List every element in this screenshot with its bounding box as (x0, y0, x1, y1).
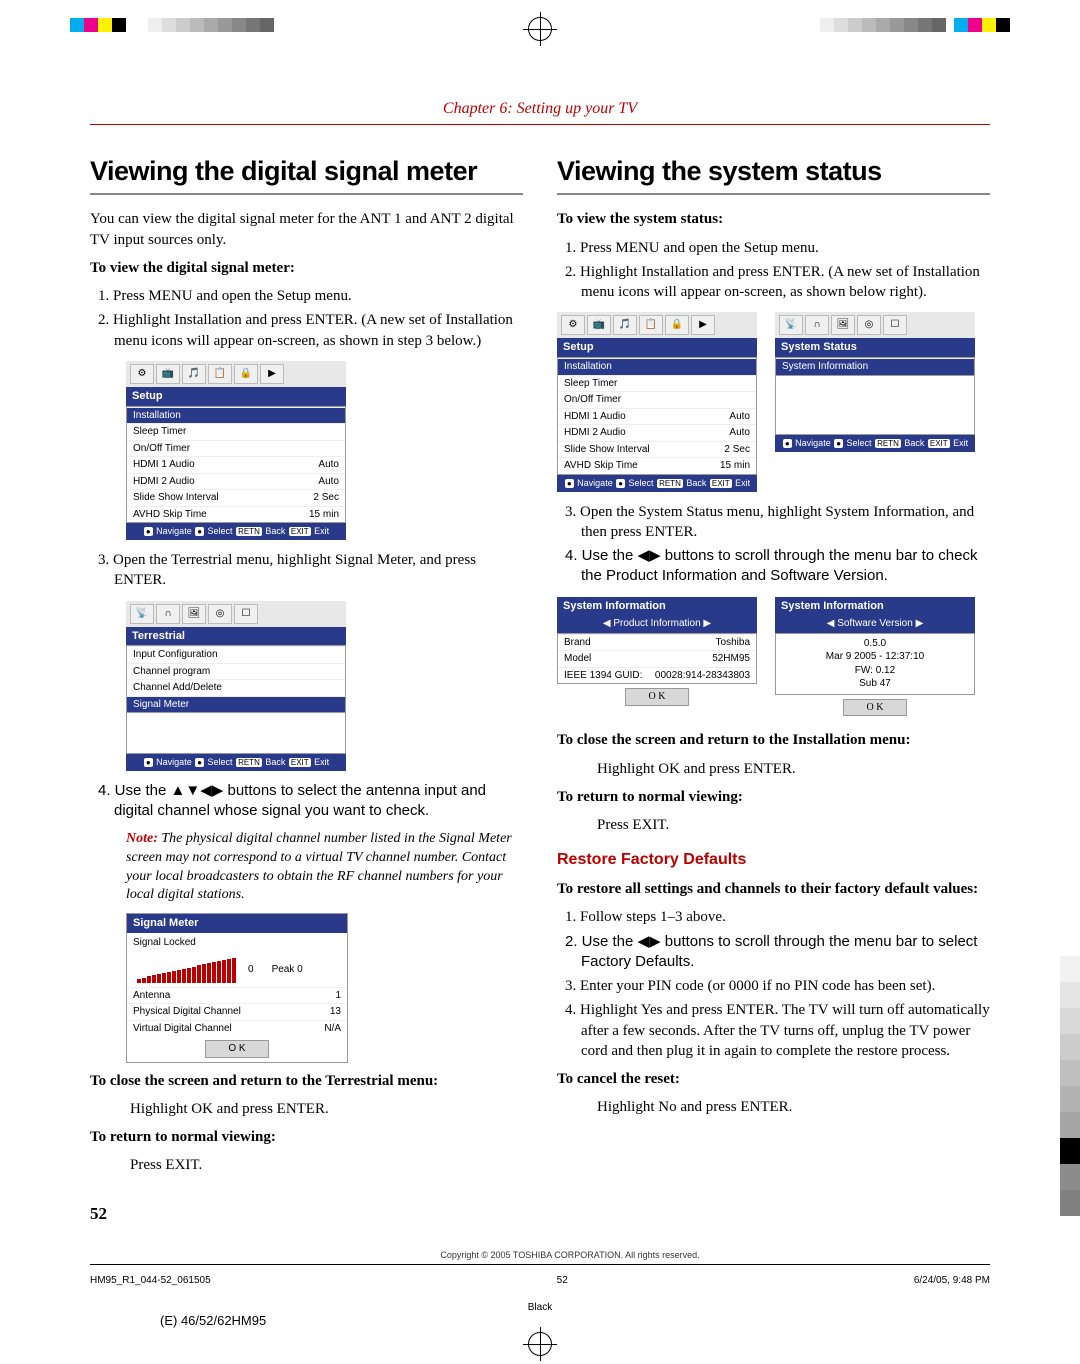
gray-strip-left (134, 18, 274, 32)
intro-text: You can view the digital signal meter fo… (90, 209, 523, 250)
close-heading: To close the screen and return to the Te… (90, 1071, 523, 1091)
step: 2. Highlight Installation and press ENTE… (114, 310, 523, 351)
heading-signal-meter: Viewing the digital signal meter (90, 153, 523, 189)
black-label: Black (0, 1302, 1080, 1313)
product-info-screenshot: System Information ◀ Product Information… (557, 597, 757, 721)
step: 3. Open the Terrestrial menu, highlight … (114, 550, 523, 591)
step: 1. Press MENU and open the Setup menu. (114, 286, 523, 306)
right-column: Viewing the system status To view the sy… (557, 143, 990, 1180)
chapter-title: Chapter 6: Setting up your TV (90, 100, 990, 118)
footer-row: HM95_R1_044-52_061505526/24/05, 9:48 PM (90, 1275, 990, 1286)
setup-menu-screenshot-r: ⚙📺🎵📋🔒▶ Setup InstallationSleep TimerOn/O… (557, 312, 757, 491)
chapter-rule (90, 124, 990, 125)
copyright: Copyright © 2005 TOSHIBA CORPORATION. Al… (150, 1250, 990, 1260)
model-code: (E) 46/52/62HM95 (160, 1313, 1080, 1328)
registration-target-bottom (528, 1332, 552, 1356)
setup-menu-screenshot: ⚙📺🎵📋🔒▶ Setup InstallationSleep TimerOn/O… (126, 361, 346, 540)
heading-system-status: Viewing the system status (557, 153, 990, 189)
restore-heading: Restore Factory Defaults (557, 849, 990, 871)
cmyk-swatches-r (954, 18, 1010, 32)
return-heading: To return to normal viewing: (90, 1127, 523, 1147)
side-gray-strip (1060, 930, 1080, 1216)
registration-target-top (528, 17, 552, 41)
left-column: Viewing the digital signal meter You can… (90, 143, 523, 1180)
cmyk-swatches (70, 18, 126, 32)
page-number: 52 (90, 1204, 990, 1224)
terrestrial-menu-screenshot: 📡∩🖼◎☐ Terrestrial Input ConfigurationCha… (126, 601, 346, 772)
software-version-screenshot: System Information ◀ Software Version ▶ … (775, 597, 975, 721)
registration-top (0, 12, 1080, 32)
subhead-view-meter: To view the digital signal meter: (90, 258, 523, 278)
note-text: Note: The physical digital channel numbe… (126, 830, 523, 906)
system-status-menu-screenshot: 📡∩🖼◎☐ System Status System Information ●… (775, 312, 975, 491)
signal-meter-screenshot: Signal Meter Signal Locked 0 Peak 0 Ante… (126, 913, 348, 1062)
step: 4. Use the ▲▼◀▶ buttons to select the an… (114, 781, 523, 822)
gray-strip-right (806, 18, 946, 32)
